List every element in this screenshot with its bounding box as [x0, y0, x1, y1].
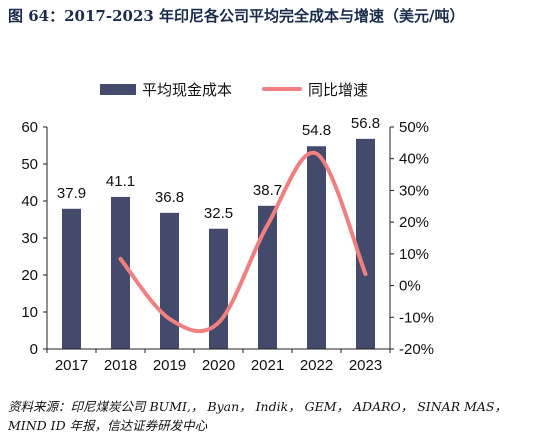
- bar-2023: [356, 138, 375, 349]
- right-tick-label-20%: 20%: [399, 214, 429, 231]
- bar-2017: [62, 208, 81, 349]
- x-tick-label-2021: 2021: [251, 357, 284, 374]
- bar-value-label-2017: 37.9: [57, 185, 86, 202]
- bar-value-label-2020: 32.5: [204, 205, 233, 222]
- legend-bar-label: 平均现金成本: [142, 81, 233, 99]
- legend-line-swatch: [262, 87, 302, 91]
- bar-value-label-2022: 54.8: [302, 122, 331, 139]
- left-tick-label-40: 40: [21, 193, 38, 210]
- growth-line-layer: [118, 150, 368, 334]
- x-tick-label-2022: 2022: [300, 357, 333, 374]
- legend-item-bar: 平均现金成本: [100, 78, 232, 100]
- right-tick-label-10%: 10%: [399, 246, 429, 263]
- bar-2021: [258, 205, 277, 349]
- source-note: 资料来源：印尼煤炭公司 BUMI,， Byan， Indik， GEM， ADA…: [8, 399, 507, 433]
- right-tick-label--20%: -20%: [399, 341, 434, 358]
- left-tick-label-30: 30: [21, 230, 38, 247]
- chart-title: 图 64：2017-2023 年印尼各公司平均完全成本与增速（美元/吨）: [8, 7, 465, 25]
- bar-2018: [111, 196, 130, 349]
- left-tick-label-10: 10: [21, 304, 38, 321]
- bar-2022: [307, 146, 326, 349]
- x-tick-label-2018: 2018: [104, 357, 137, 374]
- x-tick-label-2019: 2019: [153, 357, 186, 374]
- x-tick-label-2023: 2023: [349, 357, 382, 374]
- left-tick-label-20: 20: [21, 267, 38, 284]
- axes-layer: 0 10 20 30 40 50 60 -20% -10% 0% 10% 20% 30% 40% 50% 20…: [21, 119, 434, 374]
- left-tick-label-60: 60: [21, 119, 38, 136]
- growth-line: [118, 150, 368, 334]
- right-tick-label-50%: 50%: [399, 119, 429, 136]
- bar-value-label-2023: 56.8: [351, 115, 380, 132]
- bar-2019: [160, 212, 179, 349]
- bar-value-label-2019: 36.8: [155, 189, 184, 206]
- right-tick-label--10%: -10%: [399, 309, 434, 326]
- legend-bar-swatch: [100, 83, 136, 95]
- legend-line-label: 同比增速: [308, 81, 369, 99]
- legend: 平均现金成本 同比增速: [0, 78, 538, 100]
- right-tick-label-0%: 0%: [399, 278, 421, 295]
- right-tick-label-30%: 30%: [399, 182, 429, 199]
- bar-2020: [209, 228, 228, 349]
- left-tick-label-50: 50: [21, 156, 38, 173]
- bar-labels-layer: 37.9 41.1 36.8 32.5 38.7 54.8 56.8: [57, 115, 380, 222]
- legend-item-line: 同比增速: [262, 78, 368, 100]
- left-tick-label-0: 0: [30, 341, 38, 358]
- x-tick-label-2020: 2020: [202, 357, 235, 374]
- bar-value-label-2021: 38.7: [253, 182, 282, 199]
- x-tick-label-2017: 2017: [55, 357, 88, 374]
- bar-value-label-2018: 41.1: [106, 173, 135, 190]
- right-tick-label-40%: 40%: [399, 151, 429, 168]
